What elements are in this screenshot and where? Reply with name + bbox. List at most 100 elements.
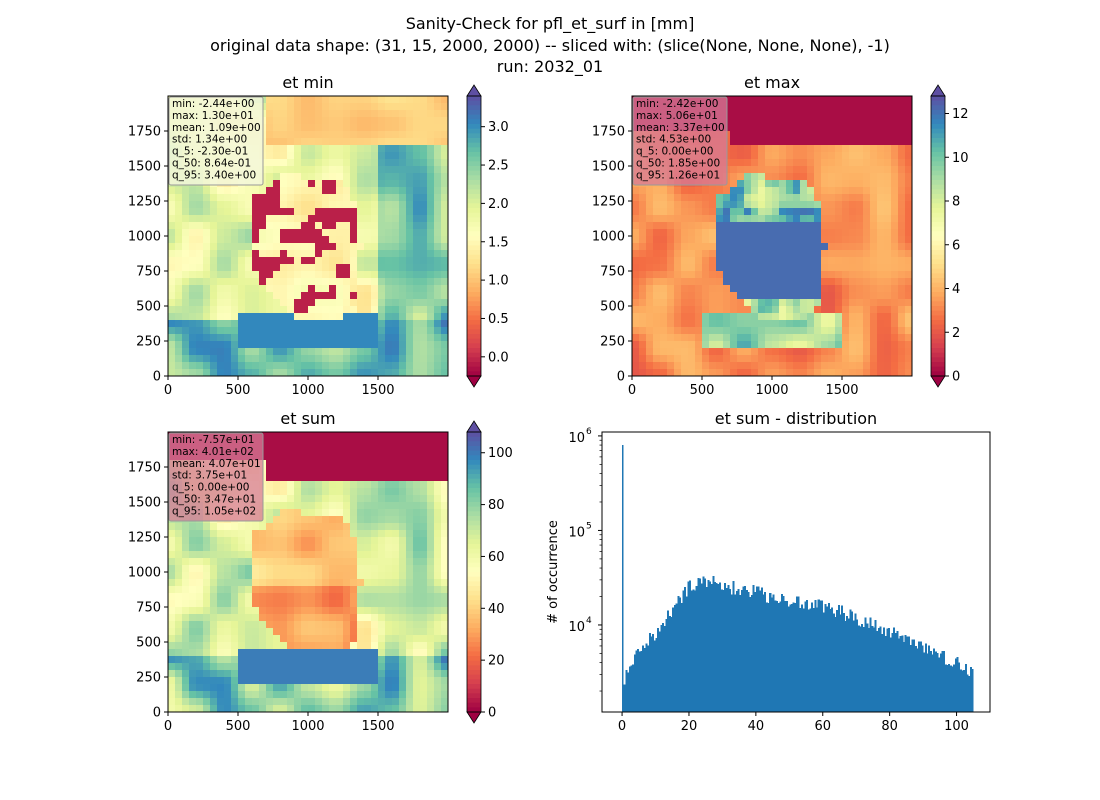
heatmap-cell xyxy=(420,586,428,594)
heatmap-cell xyxy=(856,131,864,139)
heatmap-cell xyxy=(427,292,435,300)
heatmap-cell xyxy=(413,348,421,356)
heatmap-cell xyxy=(329,96,337,104)
heatmap-cell xyxy=(189,670,197,678)
heatmap-cell xyxy=(287,663,295,671)
heatmap-cell xyxy=(765,257,773,265)
heatmap-cell xyxy=(786,278,794,286)
heatmap-cell xyxy=(441,103,449,111)
heatmap-cell xyxy=(667,187,675,195)
heatmap-cell xyxy=(653,187,661,195)
heatmap-cell xyxy=(392,551,400,559)
heatmap-cell xyxy=(653,222,661,230)
heatmap-cell xyxy=(660,264,668,272)
heatmap-cell xyxy=(420,355,428,363)
heatmap-cell xyxy=(336,698,344,706)
heatmap-cell xyxy=(357,264,365,272)
heatmap-cell xyxy=(217,530,225,538)
heatmap-cell xyxy=(238,586,246,594)
heatmap-cell xyxy=(308,544,316,552)
heatmap-cell xyxy=(385,208,393,216)
heatmap-cell xyxy=(329,670,337,678)
heatmap-cell xyxy=(364,250,372,258)
heatmap-cell xyxy=(420,194,428,202)
heatmap-cell xyxy=(301,579,309,587)
heatmap-cell xyxy=(322,523,330,531)
heatmap-cell xyxy=(898,334,906,342)
heatmap-cell xyxy=(765,271,773,279)
heatmap-cell xyxy=(329,439,337,447)
heatmap-cell xyxy=(364,152,372,160)
heatmap-cell xyxy=(259,642,267,650)
heatmap-cell xyxy=(870,369,878,377)
colorbar-segment xyxy=(931,278,945,284)
heatmap-cell xyxy=(196,320,204,328)
heatmap-cell xyxy=(182,544,190,552)
heatmap-cell xyxy=(709,194,717,202)
heatmap-cell xyxy=(280,96,288,104)
heatmap-cell xyxy=(322,166,330,174)
heatmap-cell xyxy=(385,649,393,657)
heatmap-cell xyxy=(287,593,295,601)
heatmap-cell xyxy=(821,334,829,342)
heatmap-cell xyxy=(350,341,358,349)
heatmap-cell xyxy=(730,278,738,286)
heatmap-cell xyxy=(779,243,787,251)
heatmap-cell xyxy=(266,551,274,559)
heatmap-cell xyxy=(378,579,386,587)
heatmap-cell xyxy=(884,166,892,174)
heatmap-cell xyxy=(863,236,871,244)
heatmap-cell xyxy=(399,299,407,307)
heatmap-cell xyxy=(807,327,815,335)
heatmap-cell xyxy=(441,579,449,587)
heatmap-cell xyxy=(280,614,288,622)
heatmap-cell xyxy=(273,131,281,139)
heatmap-cell xyxy=(322,278,330,286)
heatmap-cell xyxy=(322,530,330,538)
heatmap-cell xyxy=(336,432,344,440)
heatmap-cell xyxy=(751,313,759,321)
heatmap-cell xyxy=(196,677,204,685)
heatmap-cell xyxy=(681,257,689,265)
heatmap-cell xyxy=(385,544,393,552)
heatmap-cell xyxy=(175,558,183,566)
heatmap-cell xyxy=(210,271,218,279)
heatmap-cell xyxy=(273,537,281,545)
heatmap-cell xyxy=(406,243,414,251)
heatmap-cell xyxy=(441,537,449,545)
heatmap-cell xyxy=(807,306,815,314)
heatmap-cell xyxy=(765,292,773,300)
heatmap-cell xyxy=(434,446,442,454)
heatmap-cell xyxy=(357,369,365,377)
heatmap-cell xyxy=(751,215,759,223)
colorbar-segment xyxy=(931,222,945,228)
heatmap-cell xyxy=(856,180,864,188)
heatmap-cell xyxy=(420,369,428,377)
heatmap-cell xyxy=(427,600,435,608)
heatmap-cell xyxy=(378,467,386,475)
heatmap-cell xyxy=(793,264,801,272)
heatmap-cell xyxy=(639,334,647,342)
heatmap-cell xyxy=(814,348,822,356)
heatmap-cell xyxy=(758,138,766,146)
heatmap-cell xyxy=(238,327,246,335)
heatmap-cell xyxy=(744,159,752,167)
heatmap-cell xyxy=(217,677,225,685)
heatmap-cell xyxy=(259,327,267,335)
heatmap-cell xyxy=(877,194,885,202)
heatmap-cell xyxy=(420,348,428,356)
heatmap-cell xyxy=(877,96,885,104)
heatmap-cell xyxy=(399,600,407,608)
heatmap-cell xyxy=(294,537,302,545)
heatmap-cell xyxy=(413,432,421,440)
heatmap-cell xyxy=(301,117,309,125)
heatmap-cell xyxy=(364,103,372,111)
heatmap-cell xyxy=(814,271,822,279)
heatmap-cell xyxy=(238,670,246,678)
heatmap-cell xyxy=(210,327,218,335)
heatmap-cell xyxy=(674,201,682,209)
heatmap-cell xyxy=(898,173,906,181)
heatmap-cell xyxy=(653,215,661,223)
heatmap-cell xyxy=(653,285,661,293)
heatmap-cell xyxy=(660,334,668,342)
